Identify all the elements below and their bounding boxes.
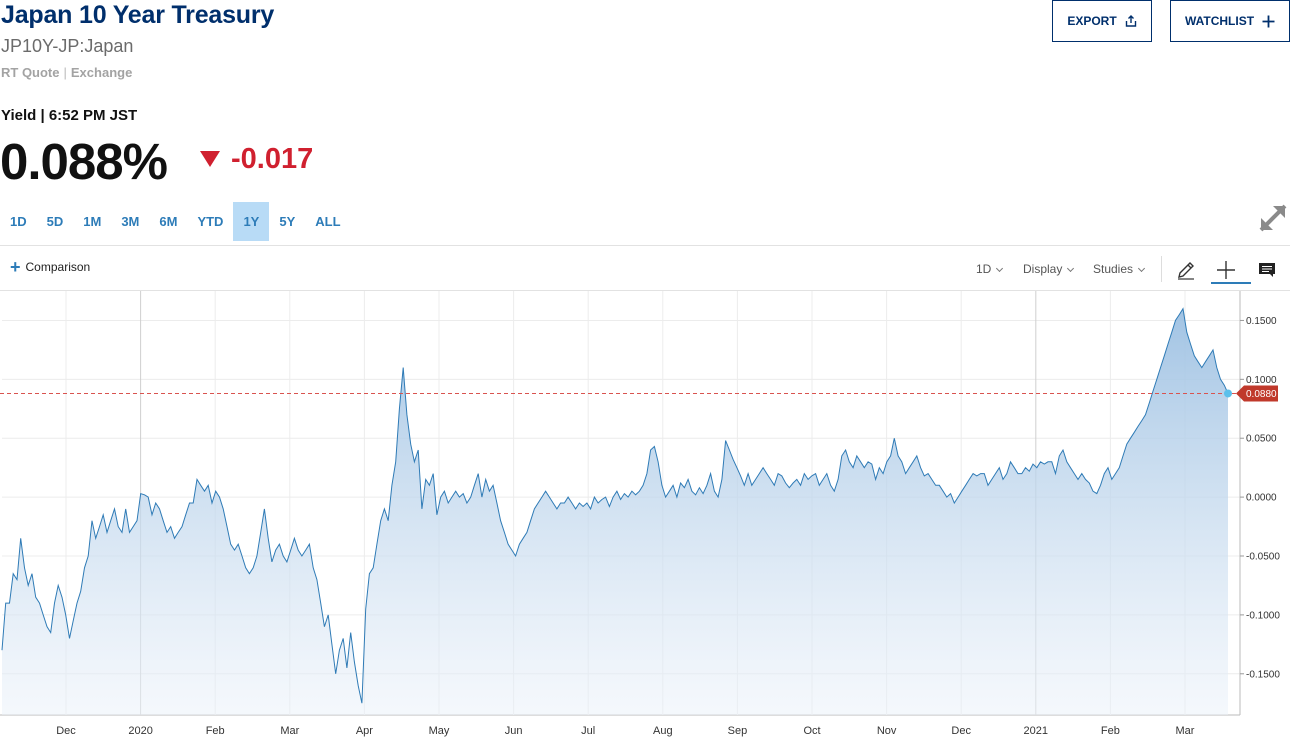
range-6m[interactable]: 6M xyxy=(159,214,178,229)
current-value-label: 0.0880 xyxy=(1236,385,1278,402)
yield-area xyxy=(2,308,1228,715)
x-tick-label: Mar xyxy=(1176,725,1195,737)
y-tick-label: -0.1500 xyxy=(1246,669,1280,680)
x-tick-label: Mar xyxy=(280,725,299,737)
chart-toolbar: + Comparison 1D Display Studies xyxy=(0,245,1290,291)
crosshair-icon xyxy=(1217,261,1235,279)
x-tick-label: Nov xyxy=(877,725,897,737)
toolbar-divider xyxy=(1161,256,1162,282)
comment-icon xyxy=(1259,263,1275,277)
chevron-down-icon xyxy=(1137,264,1146,273)
current-value-label-text: 0.0880 xyxy=(1246,389,1277,400)
plus-icon: + xyxy=(10,257,21,277)
x-tick-label: Sep xyxy=(728,725,748,737)
symbol-label: JP10Y-JP:Japan xyxy=(1,36,134,56)
draw-tool-button[interactable] xyxy=(1171,256,1201,284)
comparison-button[interactable]: + Comparison xyxy=(10,257,91,277)
x-tick-label: Oct xyxy=(803,725,820,737)
y-tick-label: -0.1000 xyxy=(1246,610,1280,621)
share-icon xyxy=(1125,15,1136,27)
current-value-dot xyxy=(1224,389,1232,398)
yield-change: -0.017 xyxy=(231,143,314,175)
yield-chart[interactable]: 0.1500 0.1000 0.0500 0.0000 -0.0500 -0.1000 -0… xyxy=(0,291,1290,746)
pencil-icon xyxy=(1178,262,1194,280)
studies-dropdown[interactable]: Studies xyxy=(1093,262,1146,276)
active-tool-indicator xyxy=(1211,282,1251,284)
comparison-label: Comparison xyxy=(25,260,91,274)
range-3m[interactable]: 3M xyxy=(121,214,140,229)
display-dropdown[interactable]: Display xyxy=(1023,262,1075,276)
range-1y[interactable]: 1Y xyxy=(233,202,270,241)
x-tick-label: Apr xyxy=(356,725,373,737)
chart-area[interactable]: 0.1500 0.1000 0.0500 0.0000 -0.0500 -0.1000 -0… xyxy=(0,291,1290,746)
y-tick-label: 0.1000 xyxy=(1246,375,1277,386)
annotation-tool-button[interactable] xyxy=(1252,256,1282,284)
export-button[interactable]: EXPORT xyxy=(1052,0,1152,42)
interval-dropdown[interactable]: 1D xyxy=(976,262,1004,276)
range-5y[interactable]: 5Y xyxy=(279,214,296,229)
range-ytd[interactable]: YTD xyxy=(197,214,224,229)
chevron-down-icon xyxy=(1067,264,1075,273)
x-tick-label: Feb xyxy=(206,725,225,737)
plus-icon xyxy=(1262,15,1275,27)
range-1m[interactable]: 1M xyxy=(83,214,102,229)
x-tick-label: Jul xyxy=(581,725,595,737)
chevron-down-icon xyxy=(996,264,1004,273)
y-tick-label: 0.0000 xyxy=(1246,493,1277,504)
quote-exchange-label: Exchange xyxy=(70,65,133,80)
display-label: Display xyxy=(1023,262,1063,276)
watchlist-button-label: WATCHLIST xyxy=(1184,14,1255,28)
y-tick-label: 0.0500 xyxy=(1246,434,1277,445)
x-tick-label: May xyxy=(429,725,450,737)
yield-line xyxy=(1,307,1229,704)
range-selector: 1D 5D 1M 3M 6M YTD 1Y 5Y ALL xyxy=(0,202,351,241)
expand-icon[interactable] xyxy=(1255,200,1290,236)
export-button-label: EXPORT xyxy=(1067,14,1117,28)
current-value-label-bg xyxy=(1236,385,1278,402)
yield-value: 0.088% xyxy=(0,133,168,190)
interval-label: 1D xyxy=(976,262,992,276)
x-tick-label: Feb xyxy=(1101,725,1120,737)
watchlist-button[interactable]: WATCHLIST xyxy=(1170,0,1290,42)
range-all[interactable]: ALL xyxy=(315,214,341,229)
x-tick-label: 2021 xyxy=(1024,725,1048,737)
range-1d[interactable]: 1D xyxy=(10,214,27,229)
quote-source-label: RT Quote xyxy=(1,65,60,80)
x-tick-label: 2020 xyxy=(128,725,152,737)
y-tick-label: -0.0500 xyxy=(1246,552,1280,563)
crosshair-tool-button[interactable] xyxy=(1211,256,1241,284)
x-tick-label: Dec xyxy=(951,725,971,737)
page-title: Japan 10 Year Treasury xyxy=(1,1,275,29)
range-5d[interactable]: 5D xyxy=(46,214,64,229)
yield-timestamp: Yield | 6:52 PM JST xyxy=(1,107,138,124)
studies-label: Studies xyxy=(1093,262,1134,276)
y-tick-label: 0.1500 xyxy=(1246,316,1277,327)
quote-source-separator: | xyxy=(63,65,67,80)
quote-source: RT Quote | Exchange xyxy=(1,65,132,80)
down-arrow-icon xyxy=(200,151,220,167)
x-tick-label: Jun xyxy=(505,725,523,737)
x-tick-label: Aug xyxy=(653,725,673,737)
x-tick-label: Dec xyxy=(56,725,76,737)
